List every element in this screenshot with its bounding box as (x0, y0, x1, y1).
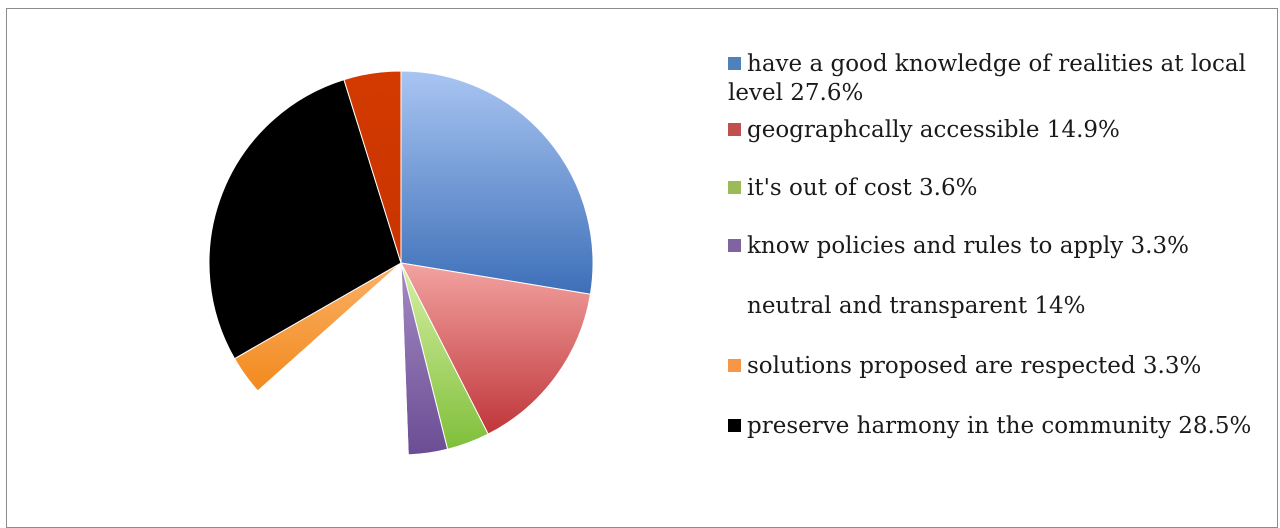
legend-swatch (728, 419, 741, 432)
pie-slice (208, 79, 402, 360)
legend-label: preserve harmony in the community 28.5% (747, 413, 1252, 439)
legend-swatch (728, 57, 741, 70)
legend-label: geographcally accessible 14.9% (747, 117, 1120, 143)
legend-item-accessible: geographcally accessible 14.9% (728, 116, 1268, 145)
legend-item-neutral: neutral and transparent 14% (728, 292, 1268, 321)
legend-label: solutions proposed are respected 3.3% (747, 353, 1202, 379)
pie-slice (257, 261, 409, 456)
legend-item-cost: it's out of cost 3.6% (728, 174, 1268, 203)
legend-label: it's out of cost 3.6% (747, 175, 978, 201)
pie-slice (343, 70, 402, 264)
legend-swatch (728, 181, 741, 194)
legend-label: neutral and transparent 14% (747, 293, 1086, 319)
legend-item-local-knowledge: have a good knowledge of realities at lo… (728, 50, 1268, 108)
legend-item-harmony: preserve harmony in the community 28.5% (728, 412, 1268, 441)
pie-chart (208, 70, 594, 456)
legend-item-policies: know policies and rules to apply 3.3% (728, 232, 1268, 261)
legend-label: know policies and rules to apply 3.3% (747, 233, 1189, 259)
pie-slice (400, 70, 594, 295)
legend-swatch (728, 123, 741, 136)
legend-swatch (728, 239, 741, 252)
pie-slice (400, 262, 592, 435)
legend-label: have a good knowledge of realities at lo… (728, 51, 1246, 106)
legend-swatch (728, 359, 741, 372)
legend-item-solutions: solutions proposed are respected 3.3% (728, 352, 1268, 381)
